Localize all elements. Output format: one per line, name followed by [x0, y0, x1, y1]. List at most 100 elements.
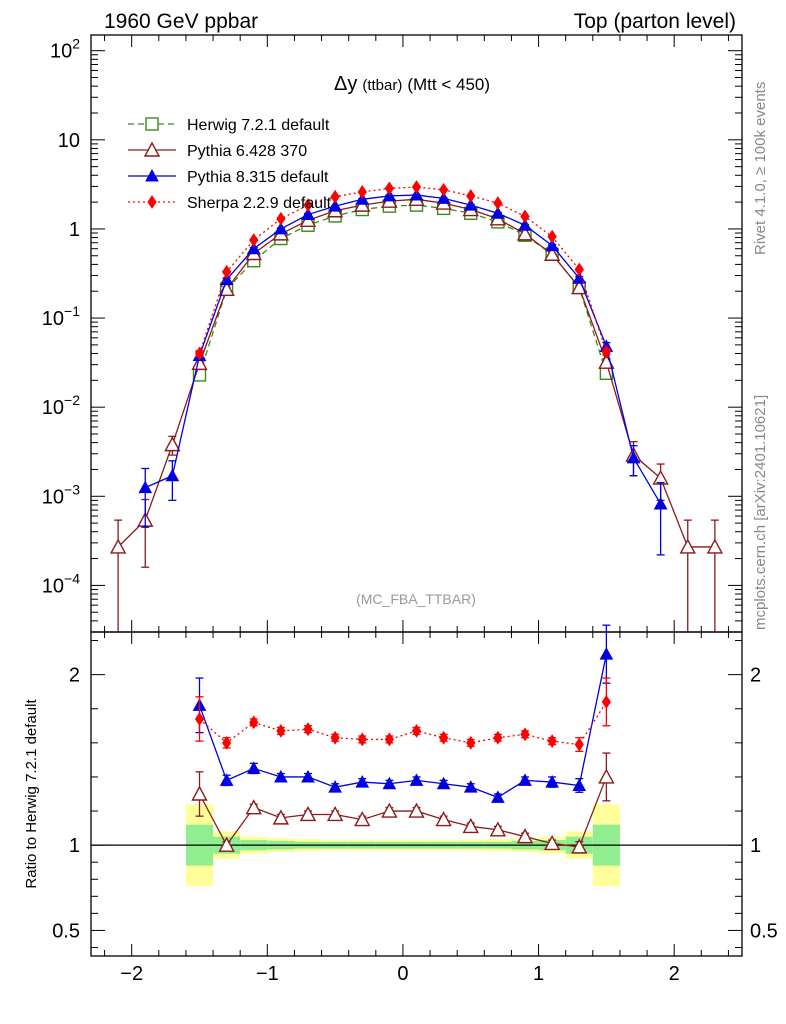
- data-point-sherpa: [194, 346, 205, 361]
- ratio-point-pythia8: [328, 780, 342, 793]
- legend-label-pythia6: Pythia 6.428 370: [187, 143, 307, 160]
- ratio-point-sherpa: [276, 724, 286, 738]
- series-pythia8: [138, 188, 668, 556]
- data-point-sherpa: [466, 188, 476, 203]
- ratio-point-pythia6: [191, 785, 208, 801]
- header-right: Top (parton level): [574, 10, 736, 33]
- data-point-sherpa: [357, 185, 367, 199]
- data-point-sherpa: [384, 181, 394, 196]
- ratio-point-sherpa: [520, 727, 530, 742]
- ratio-point-pythia6: [326, 805, 344, 822]
- y-tick-label: 102: [50, 36, 80, 63]
- ratio-series-pythia8: [192, 624, 614, 803]
- data-point-pythia8: [545, 238, 559, 252]
- ratio-point-pythia6: [218, 836, 235, 852]
- series-line-pythia8: [144, 194, 662, 505]
- header-left: 1960 GeV ppbar: [104, 10, 258, 33]
- ratio-point-pythia6: [381, 802, 398, 818]
- data-point-pythia6: [679, 538, 696, 554]
- data-point-pythia8: [626, 450, 641, 464]
- ratio-plot-panel: 0.5 0.5 1 1 2 2 Ratio to Herwig 7.2.1 default: [23, 624, 778, 957]
- data-point-pythia8: [246, 241, 261, 255]
- series-line-pythia6: [117, 198, 715, 548]
- ratio-point-pythia6: [299, 805, 317, 822]
- y-tick-label: 10−1: [42, 303, 80, 330]
- ratio-point-pythia8: [491, 790, 505, 803]
- ratio-point-pythia8: [463, 780, 478, 793]
- x-tick-label: −1: [256, 963, 279, 985]
- ratio-point-pythia8: [382, 776, 397, 790]
- data-point-pythia6: [706, 538, 724, 554]
- data-point-pythia6: [516, 225, 534, 241]
- data-point-pythia8: [653, 496, 668, 510]
- ratio-y-tick-label-left: 0.5: [52, 920, 80, 942]
- ratio-y-axis-label: Ratio to Herwig 7.2.1 default: [23, 699, 40, 889]
- ratio-point-pythia8: [599, 647, 614, 660]
- legend-marker-herwig: [145, 117, 159, 131]
- data-point-sherpa: [493, 196, 503, 210]
- main-plot-panel: 102 10 1 10−1 10−2 10−3 10−4 Δy (ttbar) (Mtt < 4…: [42, 34, 743, 633]
- mcplots-reference-label: mcplots.cern.ch [arXiv:2401.10621]: [752, 395, 769, 630]
- y-tick-label: 10: [58, 130, 80, 152]
- ratio-point-pythia8: [436, 776, 451, 790]
- ratio-point-pythia6: [272, 809, 290, 825]
- ratio-point-pythia8: [219, 773, 234, 786]
- data-point-pythia8: [328, 199, 342, 212]
- legend-marker-sherpa: [147, 195, 157, 209]
- legend-marker-pythia6: [143, 141, 161, 157]
- ratio-point-sherpa: [547, 734, 557, 749]
- legend: Herwig 7.2.1 default Pythia 6.428 370 Pyth…: [128, 117, 332, 212]
- ratio-point-pythia6: [354, 811, 371, 827]
- ratio-point-sherpa: [303, 722, 313, 737]
- data-point-sherpa: [303, 198, 313, 213]
- y-tick-label: 10−3: [42, 481, 80, 508]
- ratio-point-pythia8: [409, 773, 424, 786]
- x-tick-label: 1: [533, 963, 544, 985]
- ratio-plot-frame: [90, 631, 743, 957]
- x-tick-label: −2: [120, 963, 143, 985]
- ratio-point-pythia6: [245, 799, 262, 815]
- ratio-point-sherpa: [194, 712, 205, 726]
- rivet-version-label: Rivet 4.1.0, ≥ 100k events: [752, 82, 769, 255]
- y-tick-label: 1: [69, 219, 80, 241]
- ratio-point-pythia6: [598, 768, 615, 784]
- data-point-sherpa: [601, 344, 611, 359]
- data-point-sherpa: [222, 264, 232, 279]
- data-point-sherpa: [249, 233, 259, 247]
- data-point-pythia8: [491, 206, 505, 219]
- ratio-point-sherpa: [411, 724, 422, 738]
- ratio-point-sherpa: [330, 730, 340, 745]
- data-point-pythia8: [274, 221, 288, 235]
- ratio-point-pythia8: [301, 769, 315, 783]
- legend-label-sherpa: Sherpa 2.2.9 default: [187, 195, 332, 212]
- ratio-point-sherpa: [466, 735, 476, 750]
- data-point-pythia6: [191, 354, 208, 371]
- data-point-sherpa: [411, 180, 422, 194]
- series-herwig: [192, 198, 614, 382]
- ratio-point-pythia6: [435, 811, 452, 827]
- ratio-point-pythia6: [489, 821, 507, 837]
- data-point-pythia8: [382, 188, 397, 202]
- ratio-point-sherpa: [384, 732, 394, 747]
- analysis-watermark: (MC_FBA_TTBAR): [356, 591, 476, 607]
- ratio-line-pythia8: [198, 654, 608, 799]
- ratio-point-sherpa: [601, 695, 611, 709]
- data-point-sherpa: [330, 189, 340, 204]
- data-point-pythia6: [164, 436, 181, 452]
- legend-marker-pythia8: [145, 168, 159, 182]
- data-point-pythia8: [138, 480, 153, 494]
- data-point-pythia6: [543, 245, 561, 261]
- ratio-point-pythia8: [572, 778, 587, 791]
- ratio-point-pythia8: [246, 761, 261, 774]
- ratio-point-pythia8: [545, 775, 559, 788]
- ratio-point-sherpa: [574, 737, 584, 752]
- data-point-pythia8: [463, 198, 478, 211]
- ratio-y-tick-label-left: 2: [69, 665, 80, 687]
- data-point-pythia8: [165, 468, 180, 482]
- ratio-point-pythia8: [274, 769, 288, 783]
- ratio-point-sherpa: [222, 735, 232, 750]
- ratio-point-pythia6: [408, 802, 425, 818]
- series-pythia6: [109, 190, 724, 632]
- ratio-line-sherpa: [199, 701, 607, 746]
